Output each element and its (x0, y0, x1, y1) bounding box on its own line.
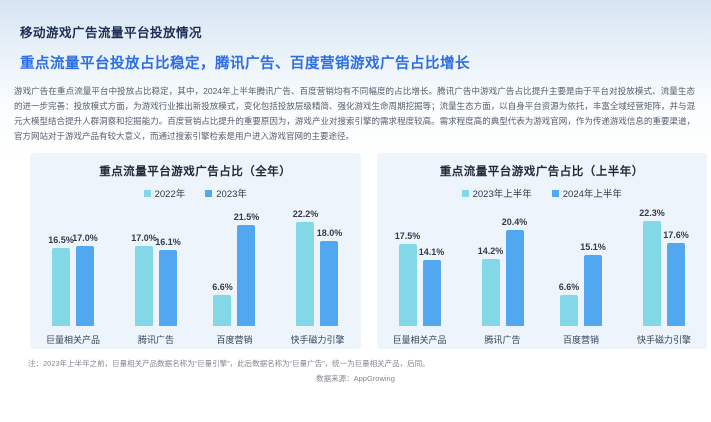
bar-value-label: 15.1% (580, 242, 606, 253)
bar-group: 22.2% 18.0% 快手磁力引擎 (290, 204, 344, 346)
bar-column: 17.6% (663, 230, 689, 326)
chart-legend: 2022年 2023年 (30, 186, 361, 200)
bar (505, 230, 524, 326)
bar (159, 250, 177, 326)
bar-group: 6.6% 21.5% 百度营销 (212, 204, 260, 346)
category-label: 百度营销 (216, 335, 253, 345)
bar (642, 221, 661, 326)
bars-row: 22.2% 18.0% (292, 204, 343, 326)
legend-swatch (551, 189, 559, 197)
page-subtitle: 重点流量平台投放占比稳定，腾讯广告、百度营销游戏广告占比增长 (20, 56, 470, 72)
bar (583, 255, 602, 326)
bar-value-label: 17.0% (72, 233, 98, 244)
bar-group: 17.5% 14.1% 巨量相关产品 (393, 204, 447, 346)
bar-column: 21.5% (233, 211, 260, 326)
bar (52, 248, 70, 326)
bar-column: 6.6% (558, 282, 579, 326)
page-title: 移动游戏广告流量平台投放情况 (20, 26, 203, 40)
chart-plot: 17.5% 14.1% 巨量相关产品 14.2% 20.4% 腾讯广告 6.6% 15.1% 百… (377, 200, 708, 346)
bar-value-label: 6.6% (558, 281, 580, 292)
bar-column: 16.5% (48, 235, 74, 326)
bar-column: 17.0% (72, 233, 98, 326)
bars-row: 22.3% 17.6% (639, 204, 689, 326)
bar (398, 243, 417, 326)
bar-column: 6.6% (212, 282, 233, 326)
bar (320, 241, 339, 326)
bar-value-label: 17.5% (394, 230, 421, 241)
bar-column: 14.2% (477, 246, 504, 326)
legend-label: 2024年上半年 (562, 189, 622, 200)
bar-value-label: 14.1% (418, 246, 445, 257)
bar (213, 294, 232, 326)
bar (422, 259, 441, 326)
legend-item: 2024年上半年 (551, 186, 622, 200)
chart-plot: 16.5% 17.0% 巨量相关产品 17.0% 16.1% 腾讯广告 6.6% 21.5% 百… (30, 200, 361, 346)
bar-value-label: 22.2% (292, 208, 319, 219)
bar-group: 16.5% 17.0% 巨量相关产品 (46, 204, 100, 346)
legend-swatch (143, 189, 151, 197)
bar-value-label: 21.5% (233, 211, 260, 222)
bar-column: 17.0% (131, 233, 157, 326)
category-label: 快手磁力引擎 (290, 335, 345, 345)
bar (296, 221, 315, 326)
bar-value-label: 17.6% (663, 230, 689, 241)
bar-value-label: 14.2% (477, 246, 504, 257)
data-source: 数据来源：AppGrowing (316, 374, 395, 383)
bars-row: 16.5% 17.0% (48, 204, 98, 326)
bars-row: 6.6% 21.5% (212, 204, 260, 326)
bar-column: 20.4% (501, 217, 528, 326)
body-paragraph: 游戏广告在重点流量平台中投放占比稳定，其中，2024年上半年腾讯广告、百度营销均… (14, 86, 695, 141)
category-label: 快手磁力引擎 (636, 335, 691, 345)
bar-value-label: 16.1% (155, 237, 181, 248)
bar-column: 22.3% (639, 208, 665, 326)
bar (559, 294, 578, 326)
charts-row: 重点流量平台游戏广告占比（全年） 2022年 2023年 16.5% 17.0% 巨量… (30, 153, 707, 349)
bar-value-label: 20.4% (501, 217, 528, 228)
chart-title: 重点流量平台游戏广告占比（全年） (99, 166, 292, 178)
legend-item: 2023年上半年 (461, 186, 532, 200)
bar (237, 224, 256, 326)
bars-row: 17.0% 16.1% (131, 204, 181, 326)
bar (481, 259, 500, 326)
category-label: 巨量相关产品 (46, 335, 101, 345)
bar-value-label: 6.6% (212, 281, 233, 292)
report-page: 移动游戏广告流量平台投放情况 重点流量平台投放占比稳定，腾讯广告、百度营销游戏广… (0, 22, 711, 422)
legend-swatch (205, 189, 213, 197)
legend-label: 2023年上半年 (472, 189, 532, 200)
bar-column: 14.1% (418, 246, 445, 326)
chart-title: 重点流量平台游戏广告占比（上半年） (439, 166, 644, 178)
bar-group: 6.6% 15.1% 百度营销 (558, 204, 606, 346)
chart-card-full-year: 重点流量平台游戏广告占比（全年） 2022年 2023年 16.5% 17.0% 巨量… (30, 153, 361, 349)
legend-label: 2023年 (216, 189, 247, 200)
bar (135, 246, 153, 326)
bar-value-label: 18.0% (316, 228, 343, 239)
bar (76, 246, 94, 326)
legend-swatch (461, 189, 469, 197)
legend-label: 2022年 (154, 189, 186, 200)
bars-row: 6.6% 15.1% (558, 204, 606, 326)
bars-row: 17.5% 14.1% (394, 204, 445, 326)
bar-column: 15.1% (580, 242, 606, 326)
bar-group: 14.2% 20.4% 腾讯广告 (477, 204, 528, 346)
bar-value-label: 22.3% (639, 208, 665, 219)
category-label: 腾讯广告 (484, 335, 521, 345)
category-label: 巨量相关产品 (392, 335, 447, 345)
chart-card-half-year: 重点流量平台游戏广告占比（上半年） 2023年上半年 2024年上半年 17.5%… (376, 153, 708, 349)
bar-group: 17.0% 16.1% 腾讯广告 (131, 204, 181, 346)
legend-item: 2022年 (143, 186, 186, 200)
bar-value-label: 17.0% (131, 233, 157, 244)
bar-group: 22.3% 17.6% 快手磁力引擎 (637, 204, 691, 346)
bar-column: 18.0% (316, 228, 343, 326)
chart-legend: 2023年上半年 2024年上半年 (377, 186, 708, 200)
bar (666, 243, 685, 326)
category-label: 百度营销 (562, 335, 599, 345)
bar-column: 17.5% (394, 230, 421, 326)
bar-column: 16.1% (155, 237, 181, 326)
legend-item: 2023年 (205, 186, 247, 200)
footnote: 注：2023年上半年之前，巨量相关产品数据名称为“巨量引擎”，此后数据名称为“巨… (28, 359, 430, 368)
category-label: 腾讯广告 (137, 335, 174, 345)
bars-row: 14.2% 20.4% (477, 204, 528, 326)
bar-value-label: 16.5% (48, 235, 74, 246)
bar-column: 22.2% (292, 208, 319, 326)
